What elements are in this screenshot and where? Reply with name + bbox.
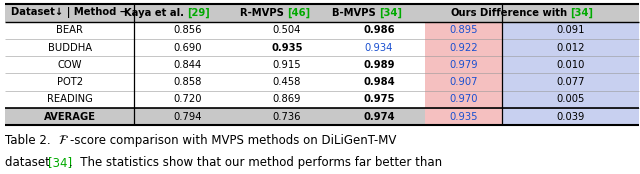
Text: 0.077: 0.077	[556, 77, 585, 87]
Text: 0.986: 0.986	[364, 25, 395, 35]
Text: [46]: [46]	[287, 8, 310, 18]
Text: 0.458: 0.458	[273, 77, 301, 87]
Text: 0.012: 0.012	[556, 42, 585, 53]
Text: 0.975: 0.975	[364, 94, 395, 104]
Text: READING: READING	[47, 94, 93, 104]
Bar	[425, 73, 502, 91]
Text: 0.915: 0.915	[273, 60, 301, 70]
Bar	[502, 56, 639, 73]
Text: 0.935: 0.935	[449, 112, 478, 122]
Text: 0.907: 0.907	[449, 77, 478, 87]
Text: BUDDHA: BUDDHA	[47, 42, 92, 53]
Text: R-MVPS: R-MVPS	[239, 8, 287, 18]
Text: 0.005: 0.005	[556, 94, 585, 104]
Text: Difference with: Difference with	[480, 8, 571, 18]
Text: 0.690: 0.690	[173, 42, 202, 53]
Bar	[502, 73, 639, 91]
Text: 0.979: 0.979	[449, 60, 478, 70]
Bar	[425, 56, 502, 73]
Text: BEAR: BEAR	[56, 25, 83, 35]
Text: Ours: Ours	[451, 8, 477, 18]
Bar	[502, 91, 639, 108]
Text: COW: COW	[58, 60, 82, 70]
Text: .  The statistics show that our method performs far better than: . The statistics show that our method pe…	[69, 156, 442, 169]
Text: [29]: [29]	[188, 8, 210, 18]
Text: 0.869: 0.869	[273, 94, 301, 104]
Bar	[502, 22, 639, 39]
Text: 0.504: 0.504	[273, 25, 301, 35]
Bar	[502, 108, 639, 125]
Text: AVERAGE: AVERAGE	[44, 112, 95, 122]
Bar	[425, 91, 502, 108]
Text: 0.989: 0.989	[364, 60, 395, 70]
Text: 0.720: 0.720	[173, 94, 202, 104]
Text: 0.984: 0.984	[363, 77, 395, 87]
Text: -score comparison with MVPS methods on DiLiGenT-MV: -score comparison with MVPS methods on D…	[70, 134, 397, 147]
Text: 0.922: 0.922	[449, 42, 478, 53]
Text: Kaya et al.: Kaya et al.	[124, 8, 188, 18]
Text: dataset: dataset	[5, 156, 54, 169]
Text: 0.794: 0.794	[173, 112, 202, 122]
Text: 0.858: 0.858	[173, 77, 202, 87]
Text: 0.844: 0.844	[173, 60, 202, 70]
Bar	[425, 22, 502, 39]
Bar	[5, 108, 639, 125]
Text: 0.736: 0.736	[273, 112, 301, 122]
Text: 0.091: 0.091	[556, 25, 585, 35]
Text: 0.895: 0.895	[449, 25, 478, 35]
Text: Table 2.: Table 2.	[5, 134, 51, 147]
Bar	[5, 4, 639, 22]
Text: [34]: [34]	[379, 8, 402, 18]
Text: 0.934: 0.934	[365, 42, 393, 53]
Text: 0.974: 0.974	[364, 112, 395, 122]
Text: [34]: [34]	[571, 8, 593, 18]
Bar	[502, 39, 639, 56]
Text: [34]: [34]	[48, 156, 72, 169]
Text: 0.970: 0.970	[449, 94, 478, 104]
Text: 0.010: 0.010	[556, 60, 585, 70]
Text: $\mathcal{F}$: $\mathcal{F}$	[58, 134, 69, 147]
Bar	[425, 39, 502, 56]
Text: 0.039: 0.039	[556, 112, 585, 122]
Text: 0.935: 0.935	[271, 42, 303, 53]
Text: 0.856: 0.856	[173, 25, 202, 35]
Text: Dataset↓ | Method →: Dataset↓ | Method →	[11, 7, 128, 18]
Text: POT2: POT2	[56, 77, 83, 87]
Text: B-MVPS: B-MVPS	[332, 8, 379, 18]
Bar	[425, 108, 502, 125]
